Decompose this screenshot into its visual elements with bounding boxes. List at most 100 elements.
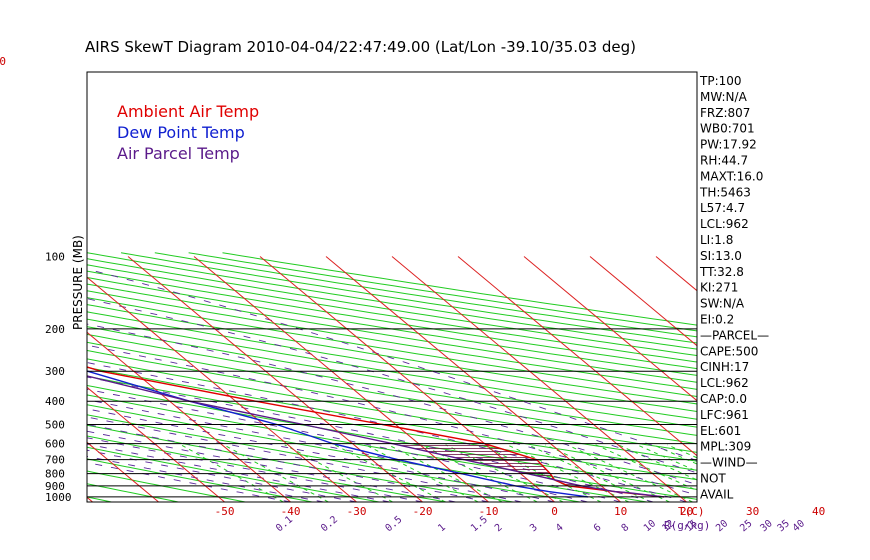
dry-adiabat <box>87 414 580 502</box>
mixing-ratio-unit: R(g/kg) <box>664 519 710 532</box>
dry-adiabat <box>87 326 697 428</box>
isotherms <box>0 256 697 502</box>
cape-hatch <box>392 443 664 497</box>
dry-adiabat <box>87 394 697 500</box>
isobars <box>87 328 697 498</box>
index-item: CAPE:500 <box>700 344 758 358</box>
dry-adiabat <box>87 283 697 383</box>
dry-adiabat <box>87 297 697 398</box>
pressure-tick-label: 1000 <box>45 491 72 504</box>
moist-adiabat <box>87 268 697 462</box>
mixing-ratio-line <box>566 444 693 502</box>
moist-adiabats <box>87 268 697 502</box>
dry-adiabat <box>87 358 697 462</box>
dry-adiabat <box>188 252 697 332</box>
dry-adiabat <box>87 304 697 405</box>
isotherm <box>523 256 697 402</box>
dry-adiabat <box>87 458 313 502</box>
top-temp-tick-labels: -120-110-100-90-80-70-60-50-40 <box>0 55 6 68</box>
index-item: TP:100 <box>699 74 742 88</box>
mixing-ratio-tick-label: 0.5 <box>383 514 404 534</box>
dry-adiabat <box>222 252 697 326</box>
dry-adiabat <box>87 258 697 357</box>
dry-adiabat <box>87 333 697 436</box>
dry-adiabat <box>87 318 697 420</box>
dry-adiabat <box>87 341 697 445</box>
pressure-tick-label: 100 <box>45 251 65 264</box>
mixing-ratio-tick-label: 25 <box>738 518 754 534</box>
index-item: KI:271 <box>700 281 738 295</box>
index-item: LFC:961 <box>700 408 749 422</box>
mixing-ratio-tick-label: 20 <box>714 518 730 534</box>
index-item: TT:32.8 <box>699 265 744 279</box>
pressure-tick-label: 800 <box>45 468 65 481</box>
isotherm <box>589 256 697 347</box>
isotherm <box>127 256 423 502</box>
moist-adiabat <box>87 449 357 502</box>
y-axis-label: PRESSURE (MB) <box>71 235 85 330</box>
moist-adiabat <box>87 408 555 502</box>
index-item: NOT <box>700 472 726 486</box>
bottom-temp-tick-label: -20 <box>413 505 433 518</box>
isotherm <box>87 441 159 502</box>
index-item: AVAIL <box>700 487 734 501</box>
bottom-temp-tick-label: -50 <box>215 505 235 518</box>
pressure-tick-label: 300 <box>45 365 65 378</box>
pressure-tick-label: 900 <box>45 480 65 493</box>
index-item: FRZ:807 <box>700 106 750 120</box>
dry-adiabat <box>87 276 697 376</box>
index-item: EI:0.2 <box>700 313 734 327</box>
pressure-tick-label: 500 <box>45 419 65 432</box>
mixing-ratio-tick-label: 40 <box>791 518 807 534</box>
dry-adiabat <box>87 311 697 413</box>
mixing-ratio-tick-label: 30 <box>758 518 774 534</box>
index-item: PW:17.92 <box>700 138 757 152</box>
isotherm <box>87 386 225 502</box>
moist-adiabat <box>87 323 697 486</box>
bottom-temp-tick-label: 20 <box>680 505 693 518</box>
moist-adiabat <box>87 437 423 502</box>
index-item: WB0:701 <box>700 122 755 136</box>
isotherm <box>0 257 27 502</box>
dry-adiabat <box>87 435 447 502</box>
legend: Ambient Air Temp Dew Point Temp Air Parcel… <box>117 102 259 163</box>
dry-adiabat <box>87 366 697 471</box>
index-item: RH:44.7 <box>700 154 748 168</box>
ambient-temp-line <box>87 366 665 498</box>
mixing-ratio-line <box>527 444 652 502</box>
legend-entry: Air Parcel Temp <box>117 144 240 163</box>
moist-adiabat <box>87 362 687 502</box>
mixing-ratio-tick-label: 8 <box>620 522 632 534</box>
dry-adiabat <box>87 424 514 502</box>
index-item: CINH:17 <box>700 360 749 374</box>
bottom-temp-tick-label: -30 <box>347 505 367 518</box>
cape-area <box>392 443 664 497</box>
isotherm <box>391 256 687 502</box>
mixing-ratio-tick-label: 3 <box>528 522 540 534</box>
pressure-tick-label: 200 <box>45 323 65 336</box>
dry-adiabat <box>87 270 697 370</box>
isotherm <box>457 256 697 457</box>
index-item: MPL:309 <box>700 440 751 454</box>
index-item: EL:601 <box>700 424 741 438</box>
dry-adiabat <box>87 446 380 502</box>
isotherm <box>87 276 357 502</box>
isotherm <box>655 256 697 292</box>
index-item: LCL:962 <box>700 217 749 231</box>
index-item: —PARCEL— <box>700 328 769 342</box>
moist-adiabat <box>87 423 489 502</box>
stability-indices: TP:100 MW:N/A FRZ:807 WB0:701 PW:17.92 RH:44.… <box>699 74 769 501</box>
index-item: L57:4.7 <box>700 201 745 215</box>
mixing-ratio-tick-label: 35 <box>776 518 792 534</box>
index-item: TH:5463 <box>699 185 751 199</box>
legend-entry: Ambient Air Temp <box>117 102 259 121</box>
bottom-temp-tick-label: 30 <box>746 505 759 518</box>
dry-adiabat <box>87 349 697 453</box>
mixing-ratio-line <box>365 444 479 502</box>
index-item: SI:13.0 <box>700 249 742 263</box>
mixing-ratio-line <box>334 444 446 502</box>
mixing-ratio-line <box>545 444 670 502</box>
isotherm <box>193 256 489 502</box>
moist-adiabat <box>87 344 697 496</box>
